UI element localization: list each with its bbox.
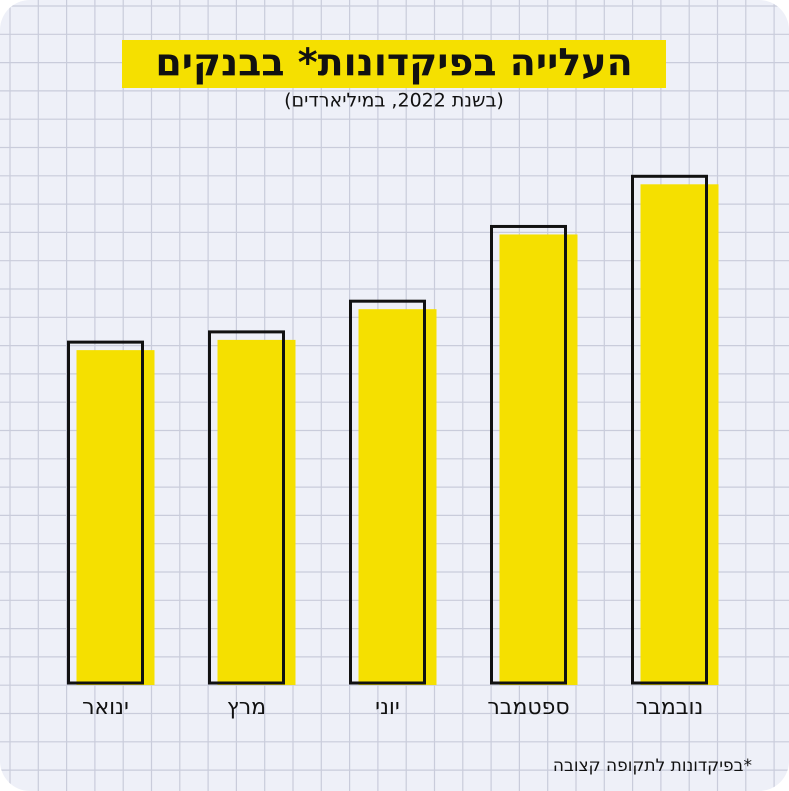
chart-subtitle: (בשנת 2022, במיליארדים) (284, 90, 504, 112)
x-tick-label: מרץ (227, 695, 266, 720)
bar-outline (349, 299, 426, 685)
x-tick-label: נובמבר (636, 695, 704, 720)
chart-title: העלייה בפיקדונות* בבנקים (155, 41, 632, 85)
x-tick-label: יוני (375, 695, 400, 720)
bar-outline (208, 330, 285, 685)
bar-outline (631, 174, 708, 685)
x-tick-label: ינואר (82, 695, 129, 720)
footnote: *בפיקדונות לתקופה קצובה (553, 756, 752, 776)
bar-outline (67, 340, 144, 685)
bar-outline (490, 224, 567, 685)
x-tick-label: ספטמבר (487, 695, 569, 720)
title-highlight (122, 40, 666, 88)
